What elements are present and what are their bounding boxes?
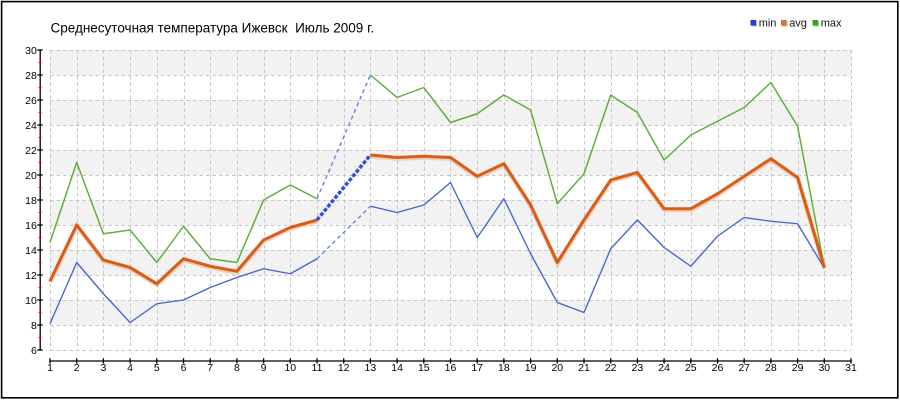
svg-text:20: 20 — [551, 362, 563, 374]
svg-text:22: 22 — [25, 145, 37, 157]
svg-text:18: 18 — [25, 195, 37, 207]
svg-text:24: 24 — [25, 120, 37, 132]
svg-text:14: 14 — [391, 362, 403, 374]
svg-text:3: 3 — [100, 362, 106, 374]
svg-text:16: 16 — [445, 362, 457, 374]
svg-text:27: 27 — [738, 362, 750, 374]
svg-text:26: 26 — [25, 95, 37, 107]
svg-text:8: 8 — [31, 320, 37, 332]
svg-text:24: 24 — [658, 362, 670, 374]
svg-text:4: 4 — [127, 362, 133, 374]
svg-text:2: 2 — [74, 362, 80, 374]
svg-text:5: 5 — [154, 362, 160, 374]
svg-text:10: 10 — [284, 362, 296, 374]
svg-text:17: 17 — [471, 362, 483, 374]
svg-text:15: 15 — [418, 362, 430, 374]
svg-text:avg: avg — [789, 17, 807, 29]
svg-text:min: min — [759, 17, 777, 29]
svg-text:26: 26 — [712, 362, 724, 374]
svg-text:Среднесуточная температура Иже: Среднесуточная температура Ижевск Июль 2… — [51, 21, 375, 36]
svg-text:28: 28 — [25, 70, 37, 82]
svg-text:30: 30 — [25, 45, 37, 57]
svg-text:20: 20 — [25, 170, 37, 182]
svg-text:14: 14 — [25, 245, 37, 257]
svg-text:9: 9 — [261, 362, 267, 374]
svg-text:25: 25 — [685, 362, 697, 374]
svg-text:6: 6 — [181, 362, 187, 374]
svg-text:12: 12 — [25, 270, 37, 282]
svg-text:13: 13 — [365, 362, 377, 374]
svg-text:21: 21 — [578, 362, 590, 374]
svg-text:19: 19 — [525, 362, 537, 374]
svg-text:7: 7 — [207, 362, 213, 374]
svg-text:18: 18 — [498, 362, 510, 374]
svg-text:10: 10 — [25, 295, 37, 307]
svg-text:31: 31 — [845, 362, 857, 374]
svg-text:8: 8 — [234, 362, 240, 374]
svg-text:max: max — [821, 17, 842, 29]
svg-text:23: 23 — [632, 362, 644, 374]
svg-text:16: 16 — [25, 220, 37, 232]
svg-text:1: 1 — [47, 362, 53, 374]
svg-text:22: 22 — [605, 362, 617, 374]
svg-text:30: 30 — [818, 362, 830, 374]
svg-text:28: 28 — [765, 362, 777, 374]
svg-text:11: 11 — [312, 362, 323, 374]
svg-text:12: 12 — [338, 362, 350, 374]
svg-text:29: 29 — [792, 362, 804, 374]
svg-text:6: 6 — [31, 345, 37, 357]
